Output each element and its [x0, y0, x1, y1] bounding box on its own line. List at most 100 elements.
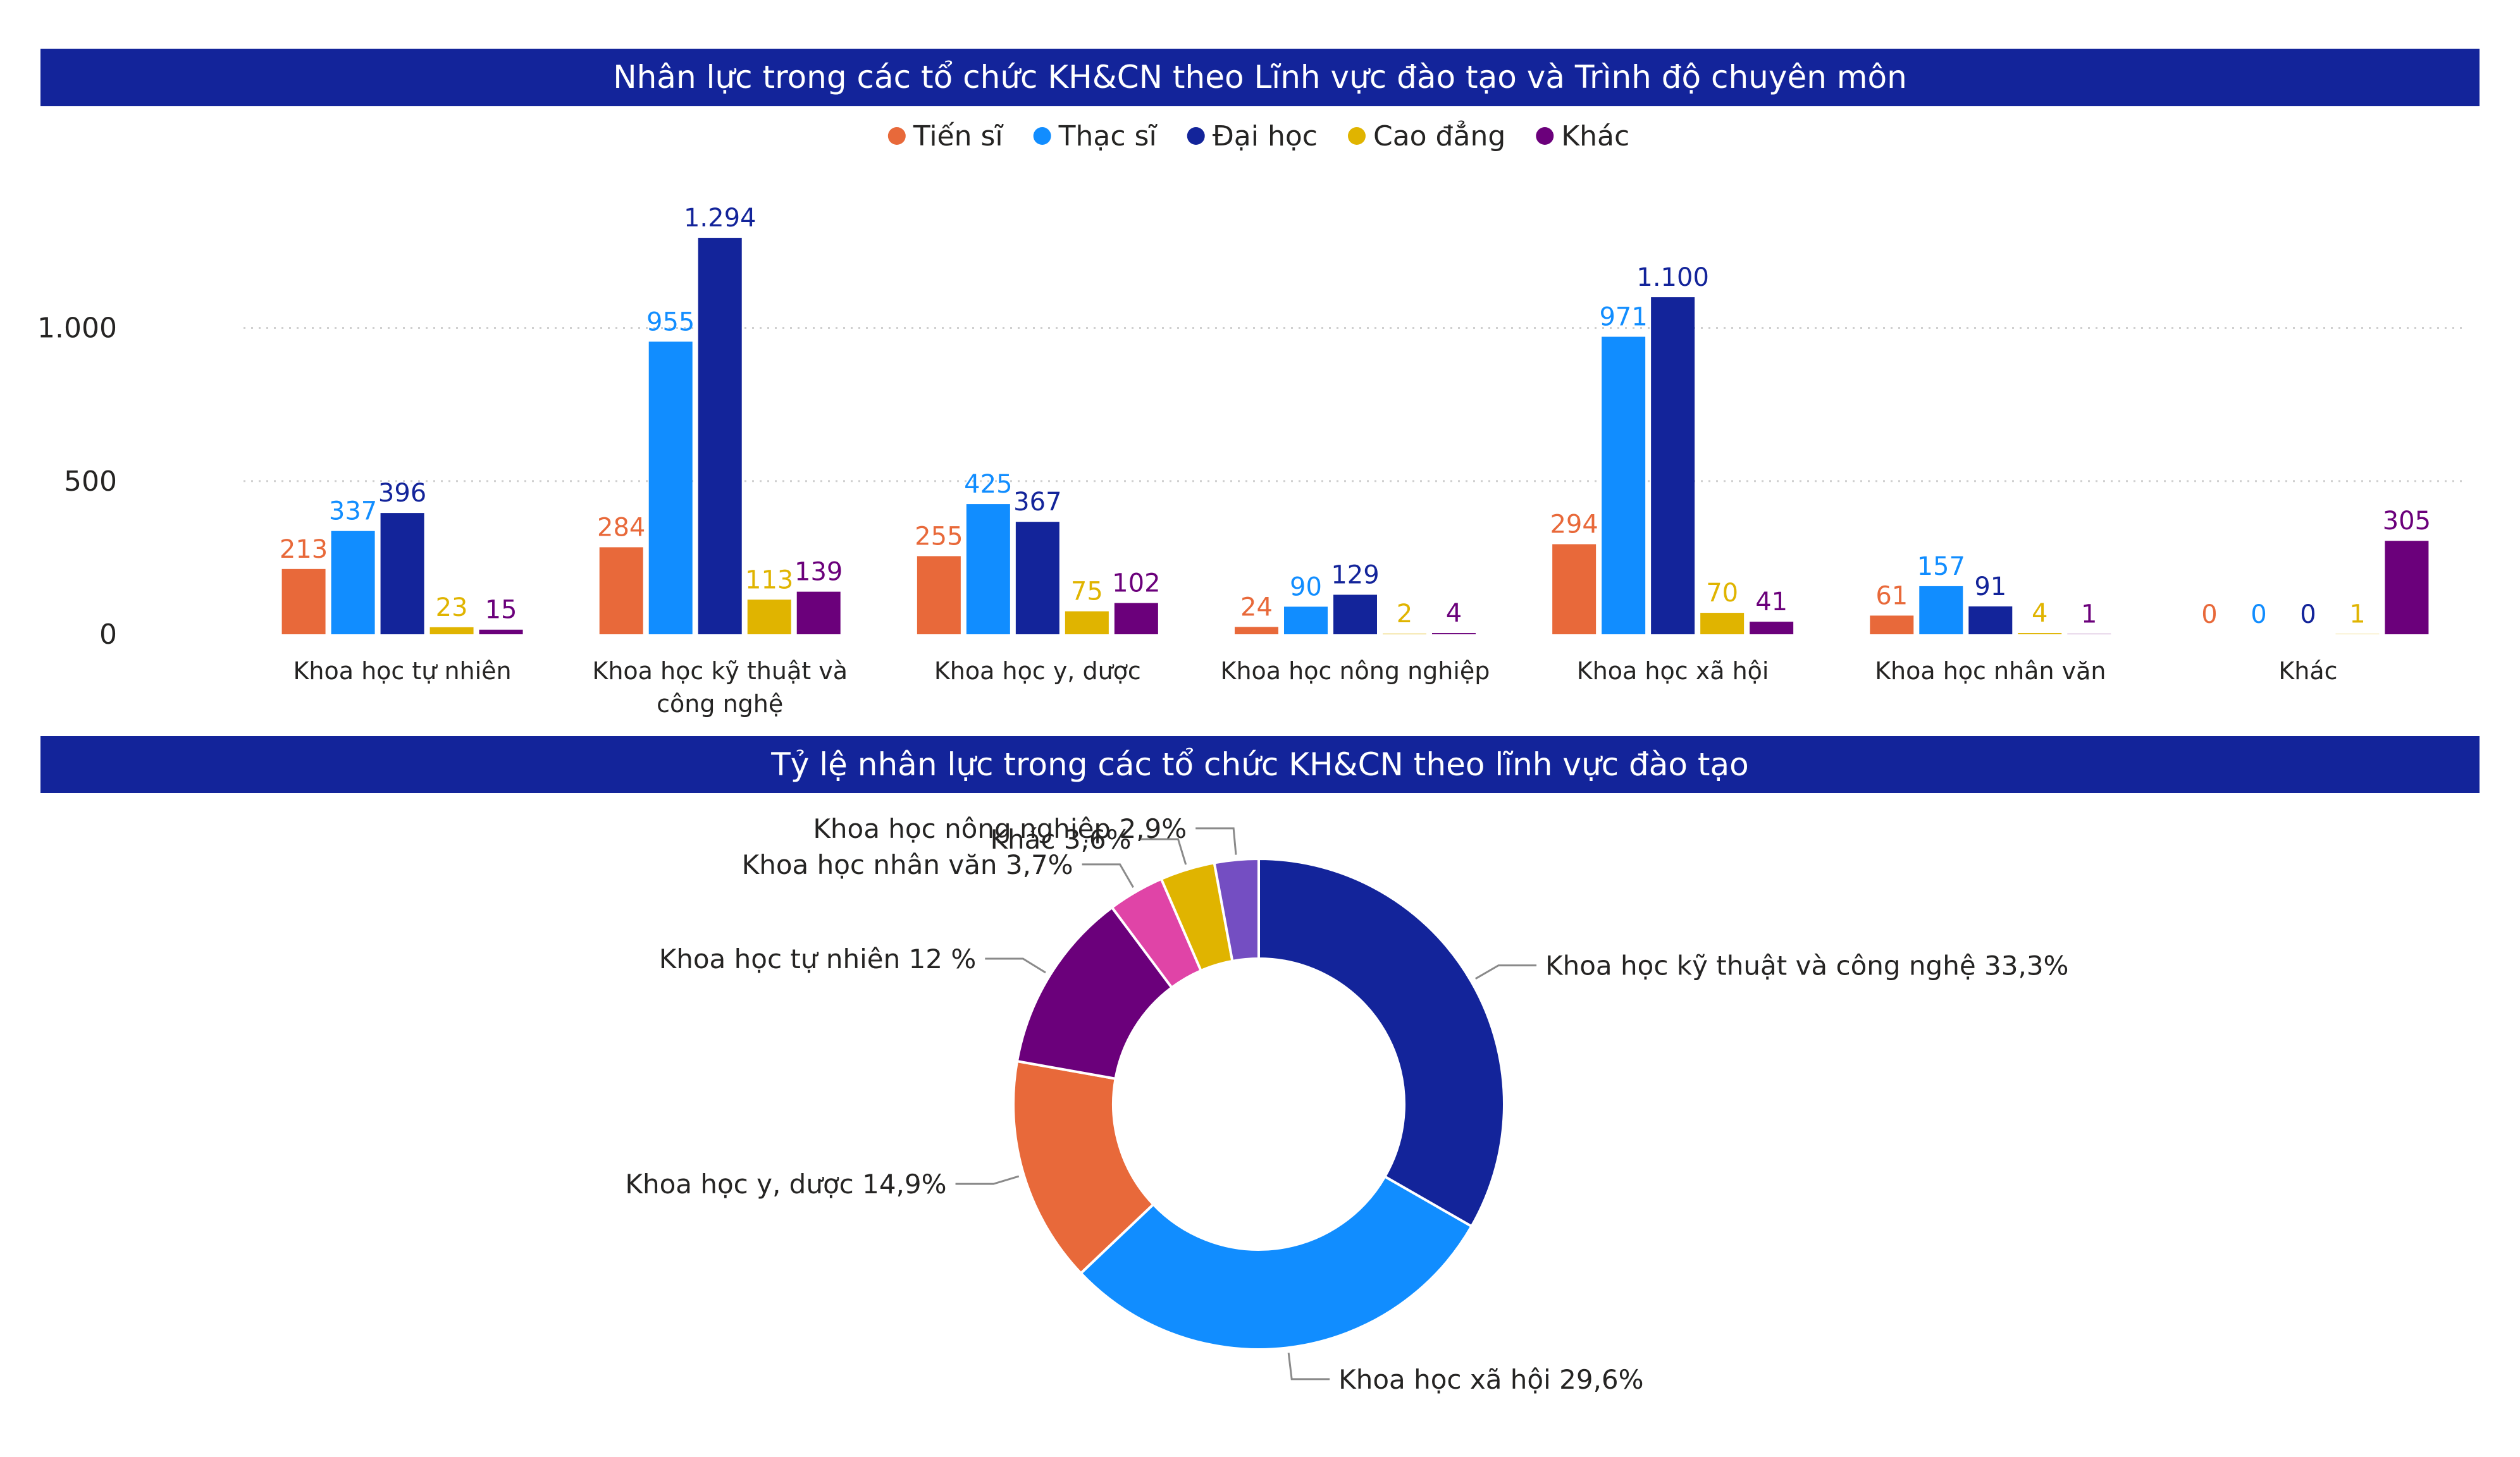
data-label-dai-hoc-6: 91	[1974, 572, 2006, 601]
donut-label-khoa-hoc-tu-nhien: Khoa học tự nhiên 12 %	[659, 944, 977, 974]
donut-chart-title: Tỷ lệ nhân lực trong các tổ chức KH&CN t…	[40, 736, 2480, 793]
data-label-tien-si-1: 213	[280, 535, 328, 564]
legend-marker-cao-dang	[1347, 127, 1366, 145]
x-axis: Khoa học tự nhiên Khoa học kỹ thuật và côn…	[293, 657, 2337, 718]
y-axis: 0 500 1.000	[37, 312, 117, 651]
bar-cao-dang-2	[747, 599, 791, 634]
donut-percent: 33,3%	[1984, 950, 2068, 981]
x-tick-label: Khoa học xã hội	[1577, 657, 1769, 685]
data-label-tien-si-4: 24	[1240, 593, 1273, 622]
leader-line	[1140, 838, 1187, 865]
data-label-thac-si-6: 157	[1917, 552, 1965, 581]
data-label-khac-5: 41	[1755, 587, 1788, 617]
donut-category: Khoa học xã hội	[1338, 1364, 1559, 1395]
data-label-cao-dang-3: 75	[1071, 577, 1103, 606]
x-tick-label: Khác	[2278, 657, 2337, 685]
x-tick-label: Khoa học nhân văn	[1875, 657, 2106, 685]
bar-khac-4	[1432, 633, 1476, 634]
data-label-khac-4: 4	[1446, 599, 1462, 628]
bar-thac-si-4	[1284, 606, 1328, 634]
bar-dai-hoc-3	[1015, 522, 1059, 634]
leader-line	[1474, 964, 1537, 980]
bar-khac-7	[2385, 541, 2429, 634]
donut-slice-khoa-hoc-xa-hoi	[1079, 1174, 1474, 1351]
chart-legend: Tiến sĩ Thạc sĩ Đại học Cao đẳng Khác	[887, 120, 1629, 152]
donut-category: Khoa học y, dược	[625, 1169, 862, 1200]
x-tick-label: Khoa học tự nhiên	[293, 657, 511, 685]
y-tick-label: 500	[64, 465, 117, 498]
donut-percent: 3,6%	[1064, 824, 1132, 855]
bar-chart-title: Nhân lực trong các tổ chức KH&CN theo Lĩ…	[40, 49, 2480, 106]
donut-slice-khoa-hoc-nong-nghiep	[1213, 857, 1260, 963]
bar-dai-hoc-6	[1968, 606, 2013, 634]
donut-label-khoa-hoc-nhan-van: Khoa học nhân văn 3,7%	[742, 849, 1073, 880]
bar-dai-hoc-5	[1651, 297, 1695, 634]
bar-tien-si-1	[281, 569, 326, 634]
donut-label-khac: Khác 3,6%	[990, 824, 1131, 855]
x-tick-label: Khoa học y, dược	[934, 657, 1141, 685]
data-label-cao-dang-6: 4	[2032, 599, 2048, 628]
donut-percent: 29,6%	[1559, 1364, 1643, 1395]
bar-cao-dang-1	[429, 627, 474, 634]
bar-dai-hoc-1	[380, 513, 424, 634]
data-label-thac-si-5: 971	[1599, 303, 1647, 332]
y-tick-label: 1.000	[37, 312, 117, 345]
bar-cao-dang-5	[1700, 613, 1745, 634]
leader-line	[955, 1175, 1020, 1185]
bar-tien-si-3	[917, 556, 961, 634]
leader-line	[1287, 1353, 1330, 1380]
legend-label-khac: Khác	[1561, 120, 1629, 152]
donut-label-khoa-hoc-xa-hoi: Khoa học xã hội 29,6%	[1338, 1364, 1643, 1395]
donut-category: Khoa học nhân văn	[742, 849, 1006, 880]
x-tick-label: công nghệ	[657, 690, 783, 718]
legend-marker-dai-hoc	[1187, 127, 1205, 145]
data-label-dai-hoc-7: 0	[2300, 600, 2316, 629]
bar-cao-dang-6	[2018, 633, 2062, 634]
y-gridlines	[244, 327, 2467, 483]
legend-label-dai-hoc: Đại học	[1213, 120, 1318, 152]
data-label-cao-dang-4: 2	[1397, 599, 1412, 629]
leader-line	[1082, 863, 1134, 888]
donut-plot: Khoa học kỹ thuật và công nghệ 33,3% Khoa…	[625, 813, 2068, 1395]
donut-percent: 3,7%	[1006, 849, 1073, 880]
data-label-khac-7: 305	[2383, 507, 2431, 536]
legend-marker-khac	[1536, 127, 1554, 145]
data-label-thac-si-3: 425	[964, 470, 1012, 499]
legend-label-tien-si: Tiến sĩ	[913, 120, 1004, 152]
bar-tien-si-2	[599, 547, 643, 634]
data-label-khac-2: 139	[794, 558, 843, 587]
data-label-cao-dang-2: 113	[745, 565, 793, 594]
data-label-tien-si-5: 294	[1550, 510, 1598, 539]
donut-slice-khoa-hoc-y-duoc	[1012, 1059, 1156, 1276]
donut-category: Khoa học kỹ thuật và công nghệ	[1545, 950, 1984, 981]
data-label-cao-dang-5: 70	[1706, 579, 1738, 608]
donut-category: Khác	[990, 824, 1063, 855]
leader-line	[985, 957, 1046, 974]
bar-tien-si-5	[1552, 544, 1597, 634]
donut-percent: 2,9%	[1119, 813, 1187, 844]
bar-thac-si-1	[331, 531, 375, 634]
donut-label-khoa-hoc-y-duoc: Khoa học y, dược 14,9%	[625, 1169, 946, 1200]
data-label-thac-si-7: 0	[2251, 600, 2266, 629]
bar-dai-hoc-2	[698, 238, 742, 634]
bar-tien-si-6	[1870, 615, 1914, 634]
data-label-thac-si-2: 955	[646, 307, 695, 336]
data-label-dai-hoc-5: 1.100	[1636, 263, 1709, 292]
bar-khac-2	[796, 591, 841, 634]
donut-percent: 14,9%	[862, 1169, 946, 1200]
data-label-tien-si-2: 284	[597, 513, 645, 542]
bar-tien-si-4	[1235, 627, 1278, 634]
y-tick-label: 0	[99, 618, 117, 651]
data-label-thac-si-1: 337	[329, 497, 377, 526]
data-label-dai-hoc-2: 1.294	[684, 204, 757, 233]
legend-marker-thac-si	[1033, 127, 1051, 145]
legend-label-cao-dang: Cao đẳng	[1373, 120, 1505, 152]
data-label-cao-dang-7: 1	[2349, 600, 2365, 629]
data-label-cao-dang-1: 23	[436, 593, 468, 622]
donut-label-khoa-hoc-nong-nghiep: Khoa học nông nghiệp 2,9%	[813, 813, 1187, 844]
data-label-dai-hoc-1: 396	[378, 479, 426, 508]
bar-thac-si-2	[648, 341, 693, 634]
data-label-khac-6: 1	[2081, 600, 2097, 629]
